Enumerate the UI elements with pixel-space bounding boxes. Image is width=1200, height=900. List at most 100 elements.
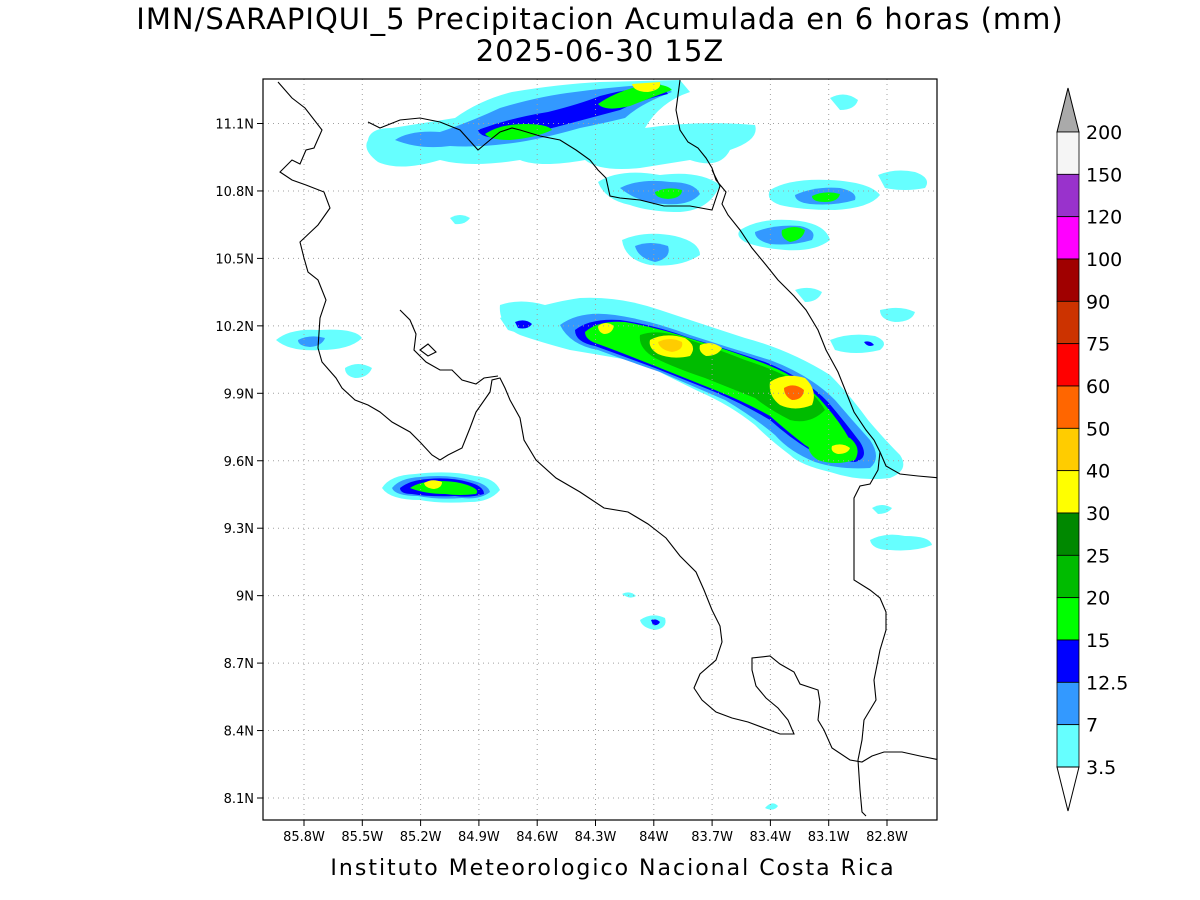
precip-region — [830, 94, 858, 110]
chira-island — [419, 343, 437, 357]
lat-tick-label: 9.9N — [224, 387, 254, 402]
colorbar-swatch — [1056, 512, 1080, 556]
lon-tick-label: 83.7W — [691, 830, 733, 845]
precip-region — [450, 215, 470, 225]
precip-region — [345, 364, 372, 378]
precip-region — [781, 227, 805, 242]
precip-region — [699, 343, 722, 356]
precip-region — [651, 619, 660, 626]
colorbar-swatch — [1056, 385, 1080, 429]
lon-tick-label: 83.1W — [808, 830, 850, 845]
nicaragua-border — [367, 117, 721, 211]
colorbar — [1056, 87, 1080, 812]
colorbar-swatch — [1056, 597, 1080, 641]
map-title-line2: 2025-06-30 15Z — [475, 34, 725, 68]
lat-tick-label: 9.6N — [224, 455, 254, 470]
colorbar-label: 12.5 — [1086, 672, 1128, 694]
lon-tick-label: 82.8W — [866, 830, 908, 845]
nicoya-gulf-coast — [399, 309, 499, 385]
colorbar-swatch — [1056, 258, 1080, 302]
caribbean-coast-and-borders — [675, 79, 937, 479]
map-grid — [263, 79, 937, 820]
lon-tick-label: 84.9W — [458, 830, 500, 845]
precip-region — [795, 287, 822, 302]
precip-region — [598, 323, 614, 334]
colorbar-label: 60 — [1086, 376, 1110, 398]
lat-tick-label: 8.7N — [224, 657, 254, 672]
colorbar-swatch — [1056, 427, 1080, 472]
precip-region — [864, 341, 874, 346]
colorbar-label: 3.5 — [1086, 757, 1116, 779]
lat-tick-label: 10.5N — [215, 252, 254, 267]
precip-region — [424, 480, 442, 489]
lat-tick-label: 11.1N — [215, 118, 254, 133]
precip-region — [622, 592, 636, 598]
credit-text: Instituto Meteorologico Nacional Costa R… — [330, 856, 896, 881]
pacific-coastline — [277, 81, 937, 763]
precip-region — [872, 505, 892, 514]
colorbar-swatch — [1056, 300, 1080, 345]
colorbar-label: 50 — [1086, 418, 1110, 440]
precip-region — [485, 124, 552, 140]
colorbar-label: 40 — [1086, 461, 1110, 483]
colorbar-label: 75 — [1086, 334, 1110, 356]
precip-region — [658, 339, 683, 352]
coastline-and-borders — [277, 79, 937, 817]
map-title-line1: IMN/SARAPIQUI_5 Precipitacion Acumulada … — [136, 2, 1064, 36]
colorbar-swatch — [1056, 554, 1080, 599]
axis-tick-marks — [257, 123, 888, 826]
precip-region — [880, 307, 915, 322]
colorbar-swatch — [1056, 724, 1080, 768]
lat-tick-label: 8.1N — [224, 792, 254, 807]
colorbar-label: 150 — [1086, 164, 1122, 186]
precip-region — [784, 385, 804, 400]
lat-tick-label: 9N — [236, 590, 254, 605]
colorbar-label: 120 — [1086, 207, 1122, 229]
lat-tick-label: 9.3N — [224, 522, 254, 537]
colorbar-label: 7 — [1086, 715, 1098, 737]
precip-region — [515, 320, 532, 329]
colorbar-label: 200 — [1086, 122, 1122, 144]
colorbar-over-triangle — [1056, 87, 1080, 133]
colorbar-swatch — [1056, 131, 1080, 175]
lon-tick-label: 85.5W — [341, 830, 383, 845]
colorbar-label: 15 — [1086, 630, 1110, 652]
lat-tick-label: 10.8N — [215, 185, 254, 200]
lon-tick-label: 85.8W — [283, 830, 325, 845]
precip-region — [655, 188, 682, 199]
colorbar-swatch — [1056, 173, 1080, 218]
latitude-labels: 11.1N 10.8N 10.5N 10.2N 9.9N 9.6N 9.3N 9N 8.7N 8.… — [215, 118, 254, 808]
colorbar-under-triangle — [1056, 766, 1080, 812]
lon-tick-label: 85.2W — [400, 830, 442, 845]
precip-region — [635, 243, 669, 262]
colorbar-swatch — [1056, 470, 1080, 514]
lon-tick-label: 84.6W — [516, 830, 558, 845]
precip-region — [870, 534, 932, 551]
lat-tick-label: 8.4N — [224, 725, 254, 740]
colorbar-labels: 200 150 120 100 90 75 60 50 40 30 25 20 15 12.5 7 3.5 — [1086, 122, 1128, 779]
colorbar-label: 100 — [1086, 249, 1122, 271]
colorbar-swatch — [1056, 343, 1080, 387]
lat-tick-label: 10.2N — [215, 320, 254, 335]
colorbar-label: 25 — [1086, 545, 1110, 567]
colorbar-label: 90 — [1086, 291, 1110, 313]
colorbar-swatch — [1056, 681, 1080, 726]
precip-region — [878, 170, 928, 190]
precip-region — [830, 334, 884, 353]
panama-border — [853, 451, 887, 817]
lon-tick-label: 83.4W — [749, 830, 791, 845]
precip-region — [812, 192, 840, 202]
colorbar-label: 30 — [1086, 503, 1110, 525]
lon-tick-label: 84.3W — [575, 830, 617, 845]
colorbar-swatch — [1056, 639, 1080, 683]
colorbar-label: 20 — [1086, 588, 1110, 610]
longitude-labels: 85.8W 85.5W 85.2W 84.9W 84.6W 84.3W 84W 83.7W 83… — [283, 830, 908, 845]
precip-region — [632, 82, 661, 92]
precip-region — [831, 444, 850, 454]
precipitation-field — [276, 80, 932, 810]
precip-region — [765, 803, 778, 810]
colorbar-swatch — [1056, 216, 1080, 260]
plot-frame — [262, 78, 938, 821]
lon-tick-label: 84W — [639, 830, 669, 845]
